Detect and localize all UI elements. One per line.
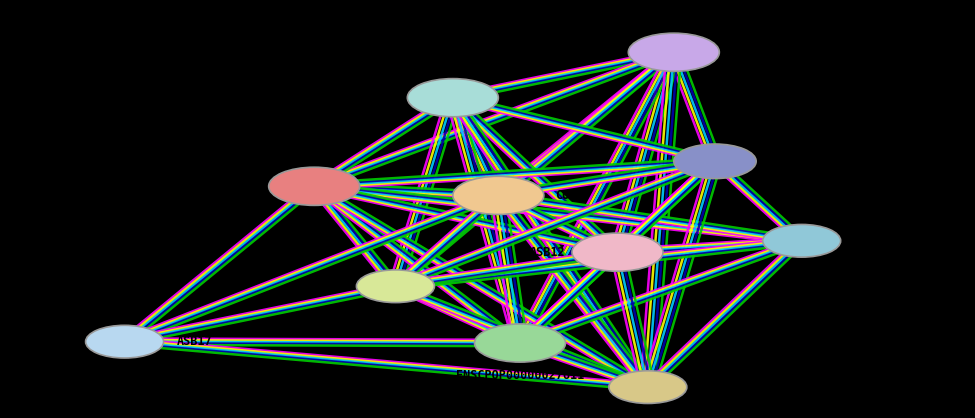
Text: ASB17: ASB17: [176, 335, 213, 348]
Text: NEDD8: NEDD8: [854, 234, 889, 247]
Circle shape: [357, 270, 435, 303]
Circle shape: [475, 324, 566, 362]
Text: ASB12: ASB12: [529, 246, 566, 259]
Circle shape: [408, 79, 498, 117]
Text: ELOC: ELOC: [700, 381, 728, 394]
Circle shape: [86, 325, 164, 358]
Circle shape: [762, 224, 840, 257]
Circle shape: [674, 144, 757, 178]
Circle shape: [608, 371, 686, 403]
Circle shape: [628, 33, 720, 71]
Text: COMMD1: COMMD1: [767, 155, 810, 168]
Text: ENSCPOP00000027611: ENSCPOP00000027611: [456, 370, 584, 382]
Circle shape: [572, 233, 663, 271]
Text: COMMD4: COMMD4: [725, 46, 768, 59]
Text: ASB2: ASB2: [229, 180, 257, 193]
Text: CUL5: CUL5: [555, 189, 583, 202]
Text: RNF7: RNF7: [315, 280, 343, 293]
Text: COMMD8: COMMD8: [432, 61, 474, 74]
Circle shape: [269, 167, 360, 205]
Circle shape: [452, 176, 544, 214]
